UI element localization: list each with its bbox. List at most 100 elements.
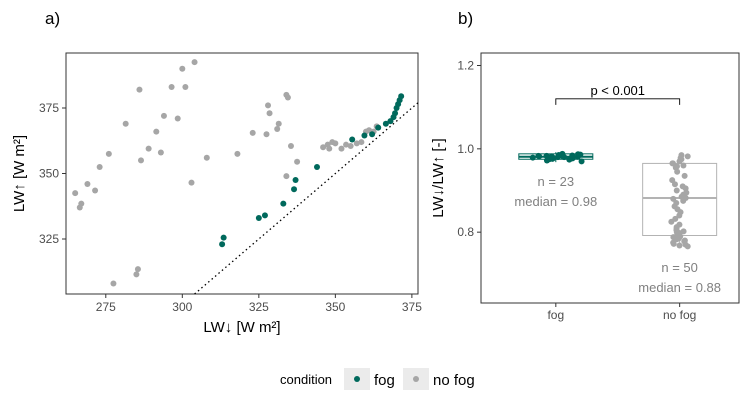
no-fog-point (203, 154, 210, 161)
scatter-plot-frame (65, 52, 419, 295)
fog-ratio-point (543, 157, 550, 164)
legend-key-no-fog (413, 376, 419, 382)
no-fog-point (188, 179, 195, 186)
scatter-panel: 275 300 325 350 375 325 350 375 LW↓ [W m²] LW↑… (11, 52, 422, 336)
no-fog-point (72, 190, 79, 197)
fog-point (398, 93, 405, 100)
no-fog-point (84, 180, 91, 187)
y-axis-ticks-b: 0.8 1.0 1.2 (457, 59, 481, 239)
fog-point (292, 177, 299, 184)
significance-bracket: p < 0.001 (555, 83, 681, 105)
no-fog-point (110, 280, 117, 287)
y-tick-label: 375 (39, 101, 59, 115)
no-fog-point (96, 163, 103, 170)
fog-ratio-point (566, 156, 573, 163)
fog-point (382, 120, 389, 127)
no-fog-point (353, 140, 360, 147)
no-fog-point (145, 145, 152, 152)
legend: condition fog no fog (280, 368, 475, 390)
no-fog-median-label: median = 0.88 (638, 280, 721, 295)
boxplot-panel: p < 0.001 n = 23 median = 0.98 n = 50 me… (430, 52, 740, 322)
x-axis-ticks: 275 300 325 350 375 (96, 294, 422, 314)
no-fog-point (326, 145, 333, 152)
no-fog-point (134, 266, 141, 273)
no-fog-ratio-point (676, 158, 683, 165)
fog-point (349, 136, 356, 143)
no-fog-ratio-point (668, 218, 675, 225)
fog-point (219, 241, 226, 248)
no-fog-ratio-point (676, 212, 683, 219)
no-fog-point (160, 112, 167, 119)
no-fog-ratio-point (684, 153, 691, 160)
no-fog-point (122, 120, 129, 127)
y-axis-ticks: 325 350 375 (39, 101, 66, 246)
fog-point (261, 212, 268, 219)
fog-ratio-point (529, 154, 536, 161)
no-fog-ratio-point (670, 195, 677, 202)
one-to-one-reference-line (194, 102, 419, 295)
panel-a-label: a) (45, 9, 60, 28)
y-tick-label: 325 (39, 232, 59, 246)
no-fog-point (168, 84, 175, 91)
x-tick-label: 300 (172, 300, 192, 314)
no-fog-point (133, 271, 140, 278)
no-fog-ratio-point (670, 240, 677, 247)
no-fog-point (265, 102, 272, 109)
no-fog-point (263, 131, 270, 138)
no-fog-point (338, 145, 345, 152)
fog-point (361, 132, 368, 139)
no-fog-point (283, 173, 290, 180)
fog-point (369, 131, 376, 138)
y-tick-label-b: 0.8 (457, 225, 474, 239)
y-axis-label: LW↑ [W m²] (11, 135, 28, 212)
fog-point (280, 200, 287, 207)
no-fog-point (284, 94, 291, 101)
fog-point (392, 110, 399, 117)
no-fog-point (274, 125, 281, 132)
no-fog-point (332, 140, 339, 147)
no-fog-point (287, 142, 294, 149)
fog-point (375, 124, 382, 131)
fog-ratio-point (578, 158, 585, 165)
no-fog-point (105, 150, 112, 157)
y-tick-label: 350 (39, 167, 59, 181)
x-axis-ticks-b: fog no fog (547, 303, 696, 322)
no-fog-point (92, 187, 99, 194)
no-fog-ratio-point (676, 242, 683, 249)
x-tick-label: 375 (402, 300, 422, 314)
no-fog-point (174, 115, 181, 122)
no-fog-ratio-point (680, 162, 687, 169)
no-fog-ratio-point (680, 197, 687, 204)
panel-b-label: b) (458, 9, 473, 28)
no-fog-point (294, 158, 301, 165)
boxplot-points-group (529, 150, 691, 250)
no-fog-ratio-point (673, 187, 680, 194)
no-fog-ratio-point (671, 181, 678, 188)
no-fog-point (320, 144, 327, 151)
fog-ratio-point (548, 153, 555, 160)
x-category-label: fog (547, 308, 564, 322)
fog-ratio-point (536, 153, 543, 160)
no-fog-point (234, 150, 241, 157)
x-tick-label: 275 (96, 300, 116, 314)
fog-ratio-point (561, 154, 568, 161)
fog-ratio-point (575, 151, 582, 158)
no-fog-point (182, 84, 189, 91)
no-fog-ratio-point (684, 243, 691, 250)
scatter-points-group (72, 59, 405, 287)
no-fog-point (347, 142, 354, 149)
no-fog-point (137, 157, 144, 164)
no-fog-point (191, 59, 198, 66)
no-fog-point (157, 149, 164, 156)
legend-label-fog: fog (374, 372, 395, 389)
significance-bracket-line (555, 98, 681, 105)
fog-ratio-point (555, 152, 562, 159)
fog-point (291, 186, 298, 193)
y-axis-label-b: LW↓/LW↑ [-] (430, 138, 447, 217)
no-fog-point (275, 120, 282, 127)
fog-n-label: n = 23 (538, 174, 575, 189)
no-fog-point (249, 129, 256, 136)
no-fog-ratio-point (674, 168, 681, 175)
y-tick-label-b: 1.0 (457, 142, 474, 156)
